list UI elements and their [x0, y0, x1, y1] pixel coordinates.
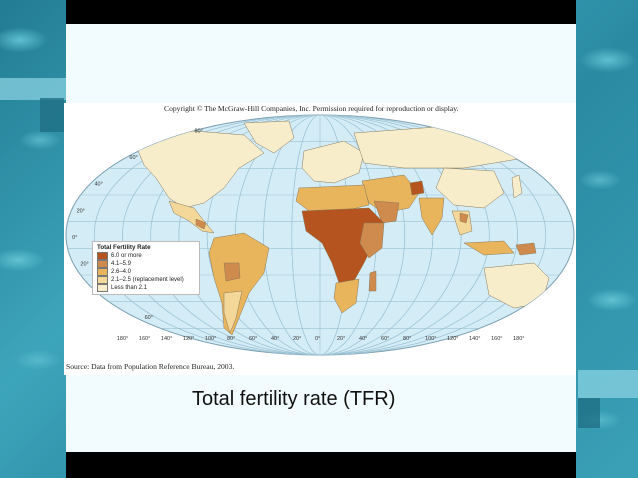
decor-square	[0, 78, 66, 100]
north-africa	[295, 184, 370, 212]
legend-swatch	[97, 276, 108, 284]
legend-item: 2.6–4.0	[97, 268, 195, 276]
map-figure: Copyright © The McGraw-Hill Companies, I…	[64, 103, 576, 375]
latitude-label: 60°	[129, 155, 137, 161]
latitude-label: 0°	[72, 235, 77, 241]
new-zealand	[555, 300, 565, 318]
latitude-label: 20°	[77, 208, 85, 214]
bolivia	[223, 262, 241, 282]
papua-new-guinea	[515, 242, 537, 256]
land-masses	[133, 120, 565, 336]
japan	[511, 174, 523, 199]
guatemala	[195, 218, 207, 230]
legend-title: Total Fertility Rate	[97, 244, 151, 251]
longitude-label: 20°	[337, 336, 345, 342]
arabian-peninsula	[373, 200, 400, 224]
legend-swatch	[97, 268, 108, 276]
copyright-text: Copyright © The McGraw-Hill Companies, I…	[164, 104, 459, 113]
world-fertility-map: 80° 60° 40° 20° 0° 20° 40° 60° 180° 160° 140° 120°…	[65, 114, 575, 356]
legend-label: 4.1–5.9	[111, 261, 132, 267]
latitude-label: 80°	[195, 128, 203, 134]
slide-top-bar	[66, 0, 576, 24]
china	[435, 167, 505, 209]
longitude-label: 60°	[381, 336, 389, 342]
europe	[301, 140, 365, 184]
longitude-label: 180°	[513, 336, 524, 342]
slide-caption: Total fertility rate (TFR)	[192, 388, 396, 410]
longitude-label: 20°	[293, 336, 301, 342]
legend-item: Less than 2.1	[97, 284, 195, 292]
afghanistan	[409, 180, 425, 196]
greenland	[243, 120, 295, 154]
longitude-label: 140°	[469, 336, 480, 342]
longitude-labels: 180° 160° 140° 120° 100° 80° 60° 40° 20° 0° 20° 40°…	[117, 336, 525, 342]
latitude-label: 40°	[94, 182, 102, 188]
legend-item: 2.1–2.5 (replacement level)	[97, 276, 195, 284]
source-text: Source: Data from Population Reference B…	[66, 362, 235, 371]
legend-swatch	[97, 284, 108, 292]
longitude-label: 160°	[139, 336, 150, 342]
longitude-label: 40°	[359, 336, 367, 342]
legend-item: 4.1–5.9	[97, 260, 195, 268]
latitude-label: 60°	[145, 315, 153, 321]
latitude-label: 20°	[80, 262, 88, 268]
longitude-label: 120°	[183, 336, 194, 342]
southern-africa	[333, 278, 360, 314]
longitude-label: 100°	[205, 336, 216, 342]
madagascar	[368, 270, 377, 292]
legend-label: 2.1–2.5 (replacement level)	[111, 277, 184, 283]
legend-item: 6.0 or more	[97, 252, 195, 260]
longitude-label: 80°	[403, 336, 411, 342]
legend-label: 2.6–4.0	[111, 269, 132, 275]
longitude-label: 0°	[315, 336, 320, 342]
longitude-label: 180°	[117, 336, 128, 342]
legend-swatch	[97, 260, 108, 268]
india	[418, 197, 445, 236]
decor-square	[578, 370, 638, 398]
longitude-label: 120°	[447, 336, 458, 342]
east-africa	[359, 222, 385, 259]
legend-label: Less than 2.1	[111, 285, 148, 291]
longitude-label: 160°	[491, 336, 502, 342]
slide-bottom-bar	[66, 452, 576, 478]
legend-label: 6.0 or more	[111, 253, 142, 259]
longitude-label: 60°	[249, 336, 257, 342]
decor-square	[578, 398, 600, 428]
longitude-label: 100°	[425, 336, 436, 342]
north-america	[133, 130, 265, 209]
decor-square	[40, 98, 64, 132]
legend-swatch	[97, 252, 108, 260]
indonesia	[463, 240, 515, 256]
longitude-label: 80°	[227, 336, 235, 342]
longitude-label: 140°	[161, 336, 172, 342]
map-legend: Total Fertility Rate 6.0 or more 4.1–5.9…	[92, 241, 200, 295]
laos	[459, 212, 469, 224]
southern-cone	[223, 290, 243, 334]
longitude-label: 40°	[271, 336, 279, 342]
